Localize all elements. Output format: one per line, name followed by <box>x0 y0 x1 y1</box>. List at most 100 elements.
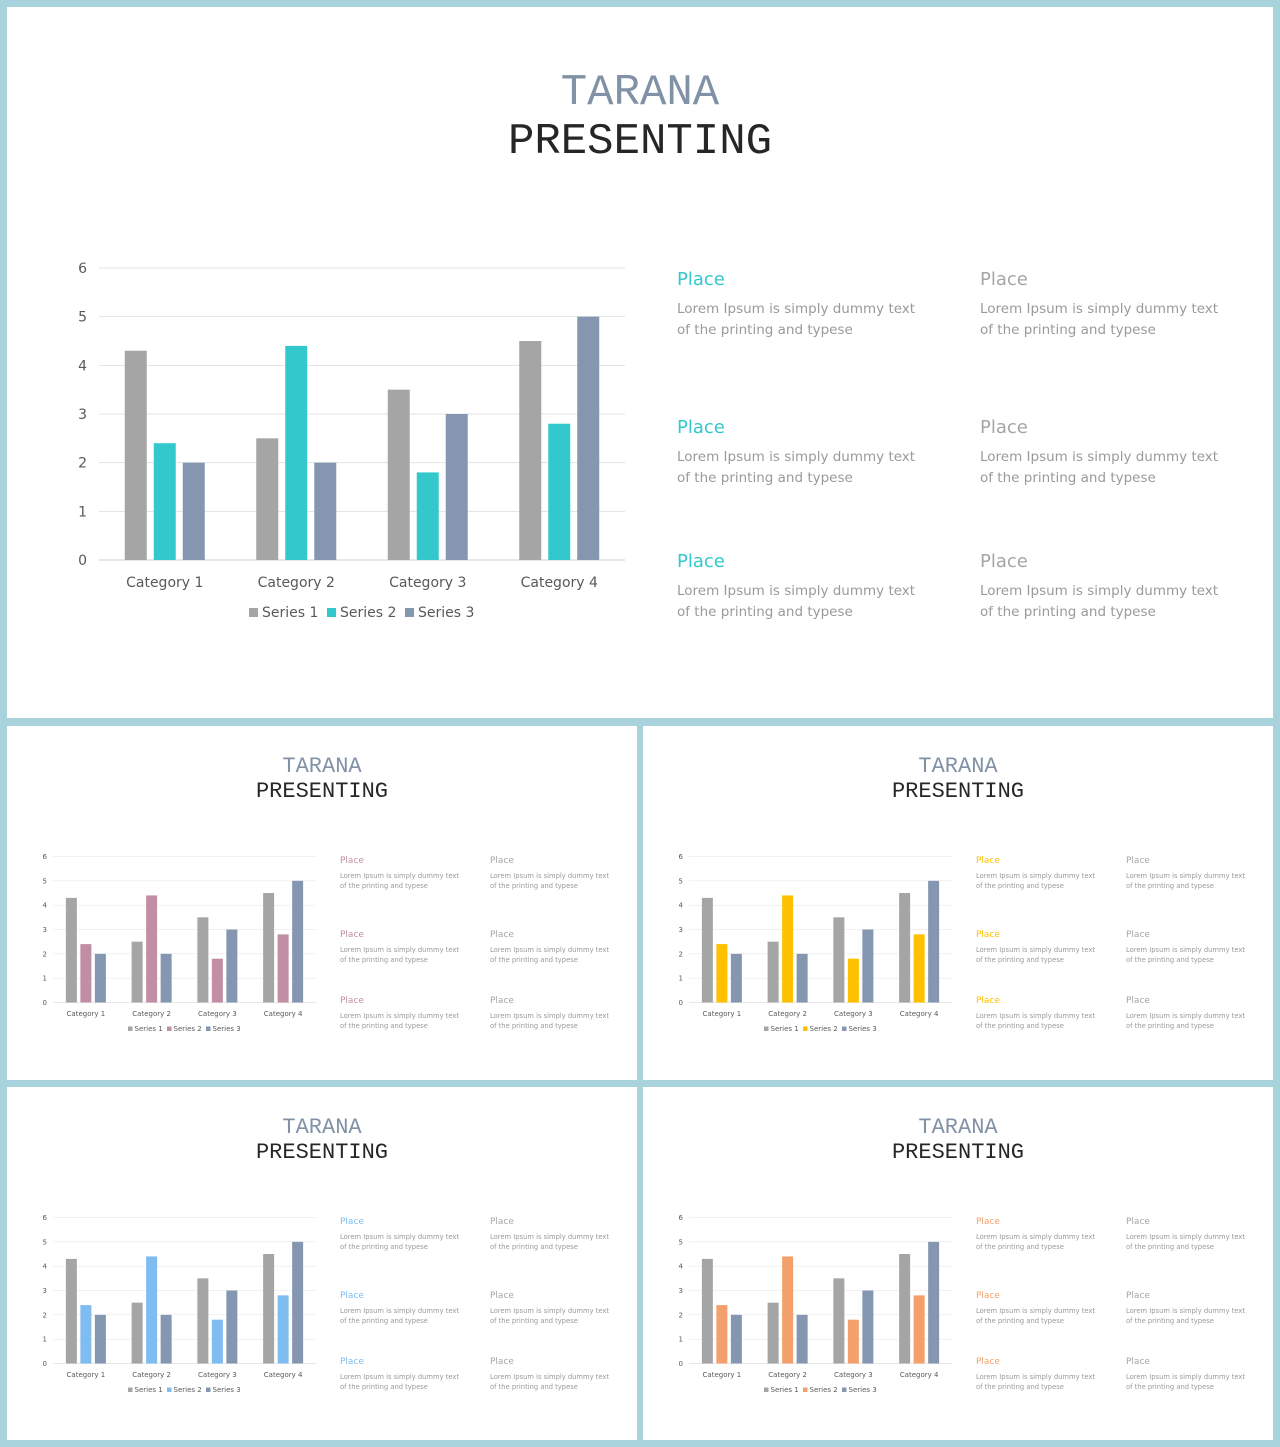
text-block-body: Lorem Ipsum is simply dummy text of the p… <box>340 1011 459 1032</box>
text-block-body: Lorem Ipsum is simply dummy text of the p… <box>340 1232 459 1253</box>
bar-series-3 <box>292 880 304 1003</box>
legend-label: Series 1 <box>262 605 318 621</box>
legend-swatch <box>405 608 414 617</box>
text-block-heading: Place <box>976 856 1000 866</box>
bar-series-1 <box>767 1302 779 1364</box>
x-tick-label: Category 3 <box>198 1371 237 1379</box>
text-block-body: Lorem Ipsum is simply dummy text of the p… <box>490 1011 609 1032</box>
text-line-2: of the printing and typese <box>340 1243 428 1252</box>
bar-series-2 <box>146 1256 158 1364</box>
bar-series-1 <box>519 341 542 560</box>
text-block-2: Place Lorem Ipsum is simply dummy text of … <box>1126 1217 1245 1253</box>
text-block-body: Lorem Ipsum is simply dummy text of the p… <box>976 871 1095 892</box>
text-block-body: Lorem Ipsum is simply dummy text of the p… <box>340 945 459 966</box>
slide-title-line2: PRESENTING <box>255 1140 389 1165</box>
text-line-2: of the printing and typese <box>1126 1317 1214 1326</box>
text-block-body: Lorem Ipsum is simply dummy text of the p… <box>976 945 1095 966</box>
legend-label: Series 2 <box>174 1386 202 1394</box>
text-line-1: Lorem Ipsum is simply dummy text <box>490 1232 610 1241</box>
text-block-1: Place Lorem Ipsum is simply dummy text of… <box>677 269 915 340</box>
text-block-4: Place Lorem Ipsum is simply dummy text of … <box>1126 1291 1245 1327</box>
legend-swatch <box>842 1387 847 1392</box>
text-block-body: Lorem Ipsum is simply dummy text of the p… <box>980 299 1218 341</box>
text-block-1: Place Lorem Ipsum is simply dummy text of … <box>976 1217 1095 1253</box>
text-block-3: Place Lorem Ipsum is simply dummy text of … <box>340 1291 459 1327</box>
bar-series-3 <box>796 1314 808 1364</box>
x-tick-label: Category 2 <box>768 1371 807 1379</box>
text-line-2: of the printing and typese <box>1126 1383 1214 1392</box>
text-block-heading: Place <box>976 930 1000 940</box>
text-block-heading: Place <box>677 417 725 438</box>
bar-series-1 <box>833 917 845 1003</box>
legend-label: Series 3 <box>213 1386 241 1394</box>
slide-title-line1: TARANA <box>282 754 362 779</box>
text-line-1: Lorem Ipsum is simply dummy text <box>1126 1232 1246 1241</box>
text-line-2: of the printing and typese <box>677 603 853 620</box>
text-line-2: of the printing and typese <box>1126 882 1214 891</box>
text-line-1: Lorem Ipsum is simply dummy text <box>340 871 460 880</box>
text-block-heading: Place <box>1126 1217 1150 1227</box>
bar-series-3 <box>292 1241 304 1364</box>
text-block-heading: Place <box>976 996 1000 1006</box>
text-block-heading: Place <box>490 996 514 1006</box>
text-line-1: Lorem Ipsum is simply dummy text <box>340 1011 460 1020</box>
bar-series-3 <box>314 462 337 560</box>
bar-chart-svg: 0 1 2 3 4 5 6 Category 1 Category 2 Category 3 Cat… <box>43 853 316 1033</box>
bar-series-2 <box>782 895 794 1003</box>
text-line-1: Lorem Ipsum is simply dummy text <box>976 1306 1096 1315</box>
bar-series-3 <box>160 1314 172 1364</box>
text-line-1: Lorem Ipsum is simply dummy text <box>976 1011 1096 1020</box>
bar-chart-svg: 0 1 2 3 4 5 6 Category 1 Category 2 Category 3 Cat… <box>679 1214 952 1394</box>
text-block-1: Place Lorem Ipsum is simply dummy text of … <box>976 856 1095 892</box>
y-tick-label: 4 <box>43 1263 48 1271</box>
bar-series-2 <box>847 1319 859 1364</box>
text-block-5: Place Lorem Ipsum is simply dummy text of … <box>340 996 459 1032</box>
x-tick-label: Category 3 <box>834 1371 873 1379</box>
text-block-heading: Place <box>490 930 514 940</box>
x-tick-label: Category 1 <box>703 1371 742 1379</box>
text-block-body: Lorem Ipsum is simply dummy text of the p… <box>980 447 1218 489</box>
bar-series-1 <box>65 897 77 1003</box>
text-line-2: of the printing and typese <box>980 469 1156 486</box>
y-tick-label: 1 <box>679 1336 683 1344</box>
text-block-heading: Place <box>340 1217 364 1227</box>
x-tick-label: Category 4 <box>264 1371 303 1379</box>
legend-label: Series 2 <box>174 1025 202 1033</box>
legend-swatch <box>206 1387 211 1392</box>
text-block-heading: Place <box>490 856 514 866</box>
bar-series-2 <box>548 423 571 560</box>
bar-series-1 <box>263 1254 275 1364</box>
text-block-body: Lorem Ipsum is simply dummy text of the p… <box>340 1372 459 1393</box>
bar-series-3 <box>94 953 106 1003</box>
text-line-2: of the printing and typese <box>976 882 1064 891</box>
text-line-2: of the printing and typese <box>340 1317 428 1326</box>
slide-1: TARANA PRESENTING 0 1 2 3 4 5 6 Category 1 Categ… <box>7 7 1273 718</box>
bar-series-2 <box>782 1256 794 1364</box>
bar-series-1 <box>131 1302 143 1364</box>
text-block-body: Lorem Ipsum is simply dummy text of the p… <box>1126 871 1245 892</box>
text-line-1: Lorem Ipsum is simply dummy text <box>490 1306 610 1315</box>
bar-series-3 <box>730 1314 742 1364</box>
legend-label: Series 3 <box>213 1025 241 1033</box>
text-block-3: Place Lorem Ipsum is simply dummy text of … <box>976 1291 1095 1327</box>
bar-series-1 <box>124 350 147 560</box>
bar-series-2 <box>847 958 859 1003</box>
bar-series-1 <box>197 1278 209 1364</box>
text-line-1: Lorem Ipsum is simply dummy text <box>340 945 460 954</box>
text-block-heading: Place <box>340 1291 364 1301</box>
bar-chart: 0 1 2 3 4 5 6 Category 1 Category 2 Category 3 Cat… <box>32 846 322 1041</box>
x-tick-label: Category 4 <box>900 1371 939 1379</box>
text-line-1: Lorem Ipsum is simply dummy text <box>340 1306 460 1315</box>
text-block-4: Place Lorem Ipsum is simply dummy text of… <box>980 417 1218 488</box>
bar-series-1 <box>263 893 275 1003</box>
bar-series-2 <box>211 958 223 1003</box>
slide-title-line1: TARANA <box>560 68 720 118</box>
text-block-2: Place Lorem Ipsum is simply dummy text of … <box>490 856 609 892</box>
legend-label: Series 1 <box>135 1386 163 1394</box>
text-block-body: Lorem Ipsum is simply dummy text of the p… <box>1126 1306 1245 1327</box>
text-block-body: Lorem Ipsum is simply dummy text of the p… <box>490 945 609 966</box>
y-tick-label: 5 <box>43 1238 47 1246</box>
text-block-body: Lorem Ipsum is simply dummy text of the p… <box>976 1011 1095 1032</box>
text-block-body: Lorem Ipsum is simply dummy text of the p… <box>980 581 1218 623</box>
text-line-1: Lorem Ipsum is simply dummy text <box>976 945 1096 954</box>
